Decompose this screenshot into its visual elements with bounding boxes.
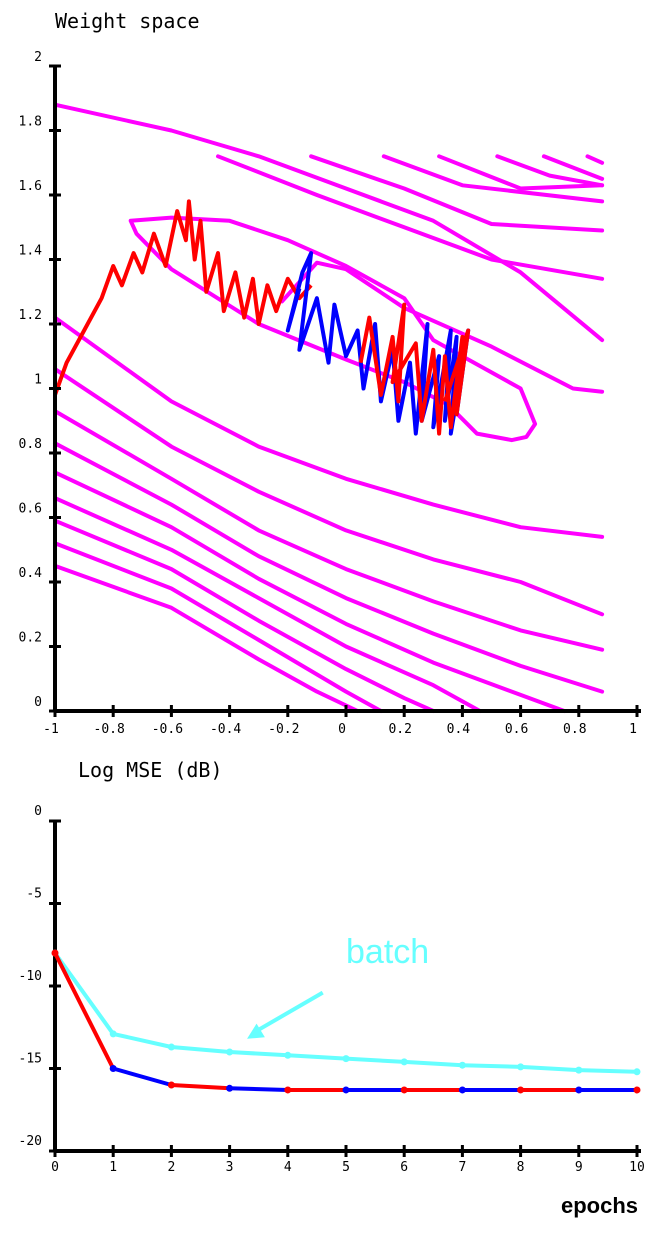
batch-arrow-shaft [254, 990, 324, 1034]
y-tick-label: 1.8 [19, 115, 42, 130]
y-tick-label: 0.4 [19, 566, 43, 581]
batch-point [284, 1051, 292, 1059]
batch-point [517, 1063, 525, 1071]
x-tick-label: -0.2 [268, 722, 299, 737]
contour-line-12 [53, 409, 605, 652]
x-tick-label: 9 [575, 1160, 583, 1175]
batch-point [575, 1066, 583, 1074]
x-tick-label: 0.8 [563, 722, 586, 737]
contour-line-4 [437, 154, 605, 191]
contour-lines [53, 102, 605, 713]
y-tick-label: -20 [19, 1134, 42, 1149]
contour-line-15 [53, 496, 482, 713]
batch-point [109, 1030, 117, 1038]
online-point [51, 949, 59, 957]
contour-line-10 [53, 315, 605, 539]
batch-point [400, 1058, 408, 1066]
x-tick-label: 0 [51, 1160, 59, 1175]
x-tick-label: 0.6 [505, 722, 528, 737]
weight-space-title: Weight space [55, 9, 200, 33]
batch-point [226, 1048, 234, 1056]
y-tick-label: 1.6 [19, 179, 42, 194]
y-tick-label: 0 [34, 695, 42, 710]
batch-arrow-head [247, 1023, 265, 1039]
x-tick-label: 3 [226, 1160, 234, 1175]
x-tick-label: 1 [629, 722, 637, 737]
online-point [575, 1086, 583, 1094]
weight-axes: -1 -0.8 -0.6 -0.4 -0.2 0 0.2 0.4 0.6 0.8 1 0 0.2 0.4 0… [19, 50, 641, 737]
y-tick-label: 1.2 [19, 308, 42, 323]
log-mse-title: Log MSE (dB) [78, 758, 223, 782]
contour-line-14 [53, 470, 567, 713]
online-point [400, 1086, 408, 1094]
x-tick-label: 10 [629, 1160, 645, 1175]
y-tick-label: 0.8 [19, 437, 42, 452]
trajectory-red [53, 199, 313, 396]
batch-point [633, 1068, 641, 1076]
y-tick-label: 0 [34, 804, 42, 819]
x-tick-label: -1 [43, 722, 59, 737]
x-tick-label: 5 [342, 1160, 350, 1175]
contour-line-9 [128, 215, 538, 443]
y-tick-label: 1.4 [19, 244, 43, 259]
x-tick-label: 6 [400, 1160, 408, 1175]
batch-point [458, 1061, 466, 1069]
x-tick-label: 0.2 [388, 722, 411, 737]
x-tick-label: 8 [517, 1160, 525, 1175]
series-online-segment [53, 951, 116, 1071]
trajectories [53, 199, 471, 436]
y-tick-label: 2 [34, 50, 42, 65]
x-tick-label: -0.8 [94, 722, 125, 737]
batch-point [167, 1043, 175, 1051]
series-online-segment [227, 1086, 290, 1092]
series-online-segment [111, 1066, 174, 1087]
log-mse-chart: Log MSE (dB) 0 1 2 3 4 5 6 7 8 9 10 0 -5 -10 -15 -20 ba… [19, 758, 645, 1218]
mse-axes: 0 1 2 3 4 5 6 7 8 9 10 0 -5 -10 -15 -20 [19, 804, 645, 1175]
contour-line-6 [541, 154, 605, 181]
y-tick-label: -5 [26, 887, 42, 902]
y-tick-label: -15 [19, 1052, 42, 1067]
x-tick-label: 2 [167, 1160, 175, 1175]
online-point [109, 1065, 117, 1072]
online-point [167, 1081, 175, 1089]
x-tick-label: -0.4 [210, 722, 241, 737]
online-point [458, 1086, 466, 1094]
contour-line-16 [53, 518, 436, 713]
weight-space-chart: Weight space -1 -0.8 -0.6 -0.4 -0.2 0 0.2 0.4 0.… [19, 9, 641, 737]
x-tick-label: 0 [338, 722, 346, 737]
y-tick-label: 1 [34, 373, 42, 388]
contour-line-1 [216, 154, 605, 281]
x-tick-label: 0.4 [447, 722, 471, 737]
online-point [342, 1086, 350, 1094]
batch-point [342, 1055, 350, 1063]
contour-line-18 [53, 563, 360, 713]
contour-line-7 [585, 154, 605, 165]
x-tick-label: -0.6 [152, 722, 183, 737]
x-tick-label: 7 [458, 1160, 466, 1175]
batch-annotation: batch [247, 933, 429, 1039]
online-point [226, 1084, 234, 1092]
trajectory-red-2 [358, 302, 471, 436]
online-point [284, 1086, 292, 1094]
online-point [633, 1086, 641, 1094]
series-online-segment [169, 1083, 232, 1091]
batch-label: batch [346, 933, 429, 971]
contour-line-0 [53, 102, 605, 343]
contour-line-3 [381, 154, 605, 204]
mse-series [51, 949, 641, 1094]
contour-line-17 [53, 541, 383, 713]
online-point [517, 1086, 525, 1094]
x-tick-label: 1 [109, 1160, 117, 1175]
x-tick-label: 4 [284, 1160, 292, 1175]
contour-line-5 [495, 154, 605, 188]
contour-line-13 [53, 441, 605, 694]
y-tick-label: 0.6 [19, 502, 42, 517]
contour-line-2 [309, 154, 605, 233]
y-tick-label: -10 [19, 969, 42, 984]
x-axis-label: epochs [561, 1193, 638, 1218]
contour-line-11 [53, 367, 605, 617]
y-tick-label: 0.2 [19, 631, 42, 646]
